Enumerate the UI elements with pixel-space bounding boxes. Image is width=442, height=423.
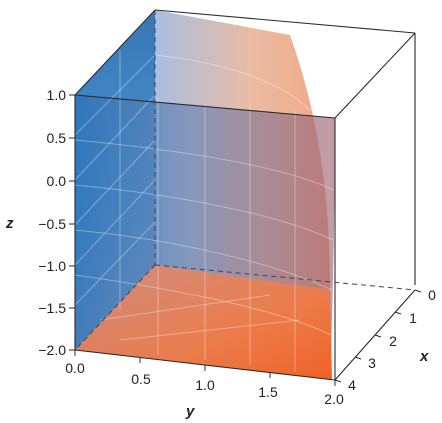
z-axis-label: z (5, 215, 14, 232)
z-tick: −1.0 (38, 258, 66, 274)
z-tick: −2.0 (38, 342, 66, 358)
surface-grid (74, 50, 335, 372)
z-axis: 1.0 0.5 0.0 −0.5 −1.0 −1.5 −2.0 z (5, 87, 75, 358)
x-tick: 4 (348, 377, 356, 393)
y-tick: 0.5 (131, 371, 151, 387)
y-tick: 2.0 (324, 391, 344, 407)
surface-bottom (75, 265, 332, 380)
z-tick: −1.5 (38, 300, 66, 316)
x-tick: 3 (368, 355, 376, 371)
z-tick: 0.0 (47, 173, 67, 189)
z-tick: 0.5 (47, 130, 67, 146)
x-axis-label: x (419, 348, 429, 365)
z-tick: −0.5 (38, 216, 66, 232)
y-axis-label: y (185, 403, 195, 420)
x-axis: 0 1 2 3 4 x (334, 287, 436, 393)
x-tick: 0 (428, 287, 436, 303)
z-tick: 1.0 (47, 87, 67, 103)
y-axis: 0.0 0.5 1.0 1.5 2.0 y (65, 350, 344, 420)
y-tick: 1.0 (195, 377, 215, 393)
y-tick: 1.5 (258, 384, 278, 400)
y-tick: 0.0 (65, 360, 85, 376)
x-tick: 2 (389, 333, 397, 349)
x-tick: 1 (409, 310, 417, 326)
